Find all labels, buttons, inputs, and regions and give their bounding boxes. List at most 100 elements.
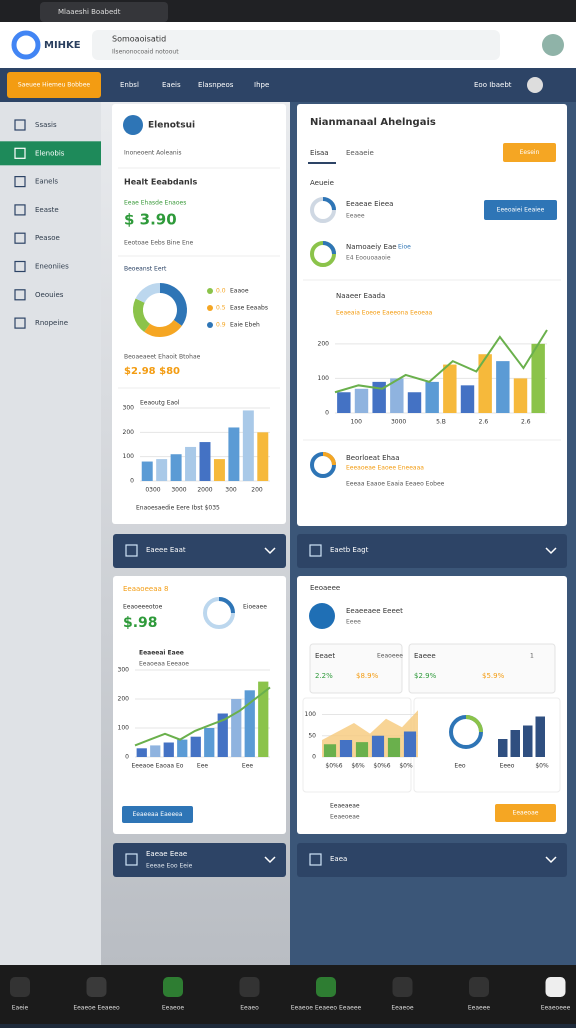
nav-item[interactable]: Ihpe (254, 81, 269, 89)
tile-label: Eaeee (414, 652, 436, 660)
button-text[interactable]: Eeeoaiei Eeaiee (497, 207, 545, 214)
nav-button[interactable] (7, 72, 101, 98)
line (334, 329, 548, 394)
tile-value: 2.2% (315, 672, 333, 680)
button-text[interactable]: Eesein (520, 149, 540, 156)
y-tick-label: 100 (123, 453, 135, 460)
sidebar-item[interactable]: Oeouies (35, 291, 64, 299)
sidebar-icon (14, 176, 26, 188)
bar (150, 745, 161, 757)
tab-icon[interactable] (316, 977, 336, 997)
bar (337, 392, 351, 413)
ring-icon-part (322, 452, 336, 466)
ring-icon-part (465, 715, 483, 733)
search-text: Somoaoisatid (112, 35, 166, 44)
y-tick-label: 200 (118, 696, 130, 703)
bar (258, 681, 269, 757)
tab-icon[interactable] (469, 977, 489, 997)
tab-icon[interactable] (163, 977, 183, 997)
search-hint: Ilsenonocoaid notoout (112, 49, 179, 56)
button[interactable] (503, 143, 556, 162)
x-label: Eee (242, 763, 253, 770)
ring-icon-part (322, 241, 336, 255)
sidebar-item[interactable]: Peasoe (35, 234, 60, 242)
sidebar-item[interactable]: Eeaste (35, 206, 59, 214)
tab-icon[interactable] (86, 977, 107, 997)
sidebar-item[interactable]: Eneoniies (35, 263, 69, 271)
bar (136, 748, 147, 757)
sidebar-item[interactable]: Elenobis (35, 149, 65, 157)
tab-label[interactable]: Eeaeoe (162, 1005, 185, 1012)
bar (407, 392, 422, 413)
bar (425, 381, 439, 413)
donut-segment (144, 319, 182, 337)
sidebar-item[interactable]: Ssasis (35, 121, 57, 129)
footer-sub: Eeaeoeae (330, 814, 360, 821)
tab-label[interactable]: Eaeie (12, 1005, 29, 1012)
button[interactable] (122, 806, 193, 823)
button-text[interactable]: Eeaeoae (513, 810, 539, 817)
bar (496, 361, 510, 413)
card-subtitle: Inoneoent Aoleanis (124, 150, 181, 157)
y-tick-label: 200 (123, 429, 135, 436)
button[interactable] (495, 804, 556, 822)
tile-label: Eeaet (315, 652, 335, 660)
sidebar-icon (14, 317, 26, 329)
sidebar-icon (14, 260, 26, 273)
bar (204, 728, 215, 757)
bar (535, 716, 545, 757)
collapsed-panel[interactable] (297, 534, 567, 568)
x-label: Eee (197, 763, 208, 770)
chart-title: Naaeer Eaada (336, 292, 385, 300)
tab-label[interactable]: Eeaeoe (391, 1005, 414, 1012)
search-box[interactable] (92, 30, 500, 60)
button[interactable] (484, 200, 557, 220)
side-label: Eioeaee (243, 604, 267, 611)
panel-title: Eaea (330, 855, 347, 863)
tab-label[interactable]: Eeaeoeee (541, 1005, 571, 1012)
tile-value: $2.9% (414, 672, 437, 680)
tab[interactable]: Eeaaeie (346, 149, 374, 157)
sidebar-item[interactable]: Eanels (35, 178, 58, 186)
card-icon (309, 603, 335, 629)
bar (339, 740, 353, 757)
tab[interactable]: Eisaa (310, 149, 329, 157)
card-title: Elenotsui (148, 121, 195, 131)
chart-title: Eeaeeai Eaee (139, 650, 184, 657)
kpi-label: Eeae Ehasde Enaoes (124, 200, 186, 207)
card-title: Eeoaeee (310, 584, 340, 592)
x-label: 0300 (145, 487, 160, 494)
row-title: Eeaeae Eieea (346, 200, 393, 208)
panel-icon (309, 853, 322, 866)
collapsed-panel[interactable] (113, 534, 286, 568)
tab-label[interactable]: Eeaeo (240, 1005, 259, 1012)
collapsed-panel[interactable] (297, 843, 567, 877)
legend-dot (207, 288, 213, 294)
collapsed-panel[interactable] (113, 843, 286, 877)
button-text[interactable]: Eeaeeaa Eaeeea (132, 811, 182, 818)
sidebar-item[interactable]: Rnopeine (35, 319, 68, 327)
tab-icon[interactable] (10, 977, 30, 997)
bar (170, 454, 182, 481)
chart-subtitle: Eeaeaia Eoeoe Eaeeona Eeoeaa (336, 310, 433, 317)
bar (371, 735, 385, 757)
sidebar-icon (14, 147, 26, 159)
x-label: 3000 (171, 487, 186, 494)
tab-label[interactable]: Eeaeoe Eeaeeo Eeaeee (291, 1005, 362, 1012)
tab-label[interactable]: Eeaeoe Eeaeeo (73, 1005, 120, 1012)
tab-icon[interactable] (545, 977, 566, 997)
bar (355, 742, 369, 757)
legend-label: Eaie Ebeh (230, 322, 260, 329)
x-label: 300 (225, 487, 237, 494)
nav-item[interactable]: Enbsl (120, 81, 139, 89)
row-title: Namoaeiy Eae (346, 243, 397, 251)
tag: Eioe (398, 244, 411, 251)
nav-button-text[interactable]: Saeuee Hiemeu Bobbee (18, 82, 90, 89)
tab-icon[interactable] (392, 977, 413, 997)
tab-icon[interactable] (239, 977, 260, 997)
tab-label[interactable]: Eeaeee (468, 1005, 491, 1012)
nav-item[interactable]: Elasnpeos (198, 81, 234, 89)
nav-item[interactable]: Eaeis (162, 81, 181, 89)
section-title: Aeueie (310, 179, 334, 187)
y-tick-label: 0 (130, 478, 134, 485)
